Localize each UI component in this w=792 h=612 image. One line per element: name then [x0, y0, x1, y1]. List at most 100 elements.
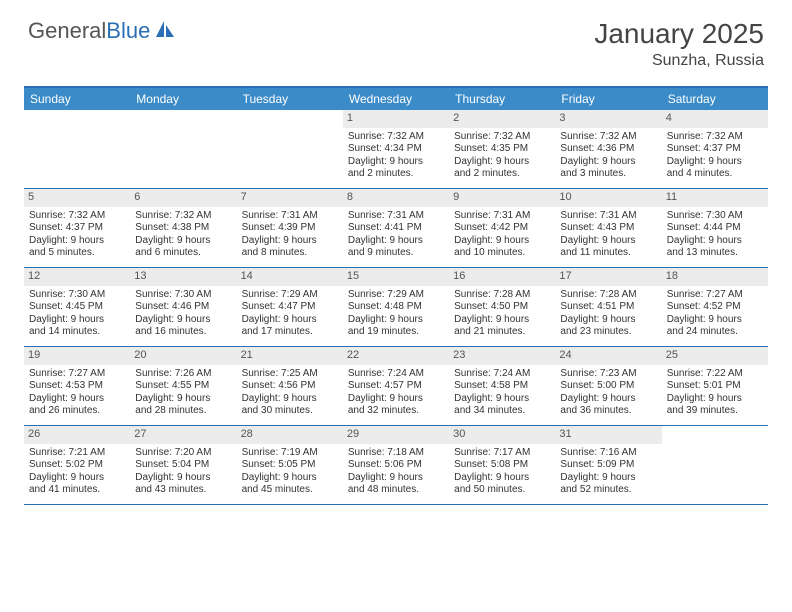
daylight-text: Daylight: 9 hours: [242, 235, 338, 248]
sunset-text: Sunset: 5:08 PM: [454, 459, 550, 472]
sunrise-text: Sunrise: 7:32 AM: [348, 131, 444, 144]
day-cell: 6Sunrise: 7:32 AMSunset: 4:38 PMDaylight…: [130, 189, 236, 267]
sunset-text: Sunset: 5:00 PM: [560, 380, 656, 393]
sunrise-text: Sunrise: 7:28 AM: [560, 289, 656, 302]
sunset-text: Sunset: 4:50 PM: [454, 301, 550, 314]
day-number: 11: [662, 189, 768, 207]
daylight-text: Daylight: 9 hours: [348, 235, 444, 248]
daylight-text: Daylight: 9 hours: [135, 393, 231, 406]
sunrise-text: Sunrise: 7:25 AM: [242, 368, 338, 381]
day-cell: 18 Sunrise: 7:27 AMSunset: 4:52 PMDayligh…: [662, 268, 768, 346]
daylight-text: Daylight: 9 hours: [242, 393, 338, 406]
daylight-text: Daylight: 9 hours: [667, 235, 763, 248]
day-cell: [24, 110, 130, 188]
day-cell: 8Sunrise: 7:31 AMSunset: 4:41 PMDaylight…: [343, 189, 449, 267]
title-block: January 2025 Sunzha, Russia: [594, 18, 764, 70]
sunrise-text: Sunrise: 7:29 AM: [348, 289, 444, 302]
day-cell: 3Sunrise: 7:32 AMSunset: 4:36 PMDaylight…: [555, 110, 661, 188]
day-cell: 27Sunrise: 7:20 AMSunset: 5:04 PMDayligh…: [130, 426, 236, 504]
day-header: Thursday: [449, 88, 555, 110]
sunrise-text: Sunrise: 7:22 AM: [667, 368, 763, 381]
sunset-text: Sunset: 4:44 PM: [667, 222, 763, 235]
daylight-text: and 34 minutes.: [454, 405, 550, 418]
sunset-text: Sunset: 4:45 PM: [29, 301, 125, 314]
daylight-text: Daylight: 9 hours: [667, 314, 763, 327]
day-number: 20: [130, 347, 236, 365]
sunrise-text: Sunrise: 7:21 AM: [29, 447, 125, 460]
sunrise-text: Sunrise: 7:31 AM: [454, 210, 550, 223]
sunrise-text: Sunrise: 7:18 AM: [348, 447, 444, 460]
day-cell: 5Sunrise: 7:32 AMSunset: 4:37 PMDaylight…: [24, 189, 130, 267]
daylight-text: and 16 minutes.: [135, 326, 231, 339]
daylight-text: Daylight: 9 hours: [454, 235, 550, 248]
daylight-text: and 14 minutes.: [29, 326, 125, 339]
daylight-text: and 36 minutes.: [560, 405, 656, 418]
day-number: 27: [130, 426, 236, 444]
sunset-text: Sunset: 4:39 PM: [242, 222, 338, 235]
day-cell: 13Sunrise: 7:30 AMSunset: 4:46 PMDayligh…: [130, 268, 236, 346]
day-cell: 2Sunrise: 7:32 AMSunset: 4:35 PMDaylight…: [449, 110, 555, 188]
daylight-text: Daylight: 9 hours: [560, 472, 656, 485]
sunrise-text: Sunrise: 7:24 AM: [454, 368, 550, 381]
sunset-text: Sunset: 4:57 PM: [348, 380, 444, 393]
calendar: Sunday Monday Tuesday Wednesday Thursday…: [24, 86, 768, 505]
week-row: 5Sunrise: 7:32 AMSunset: 4:37 PMDaylight…: [24, 189, 768, 268]
location: Sunzha, Russia: [594, 52, 764, 70]
daylight-text: Daylight: 9 hours: [454, 393, 550, 406]
sunset-text: Sunset: 4:42 PM: [454, 222, 550, 235]
day-cell: 19Sunrise: 7:27 AMSunset: 4:53 PMDayligh…: [24, 347, 130, 425]
day-cell: 9Sunrise: 7:31 AMSunset: 4:42 PMDaylight…: [449, 189, 555, 267]
day-cell: [662, 426, 768, 504]
day-header: Tuesday: [237, 88, 343, 110]
sunset-text: Sunset: 4:51 PM: [560, 301, 656, 314]
sunrise-text: Sunrise: 7:23 AM: [560, 368, 656, 381]
day-cell: 31Sunrise: 7:16 AMSunset: 5:09 PMDayligh…: [555, 426, 661, 504]
daylight-text: and 19 minutes.: [348, 326, 444, 339]
day-cell: 25Sunrise: 7:22 AMSunset: 5:01 PMDayligh…: [662, 347, 768, 425]
day-cell: 30Sunrise: 7:17 AMSunset: 5:08 PMDayligh…: [449, 426, 555, 504]
sunset-text: Sunset: 4:38 PM: [135, 222, 231, 235]
sunset-text: Sunset: 4:37 PM: [29, 222, 125, 235]
sunrise-text: Sunrise: 7:32 AM: [135, 210, 231, 223]
day-number: 8: [343, 189, 449, 207]
logo-word1: General: [28, 18, 106, 43]
sunset-text: Sunset: 4:58 PM: [454, 380, 550, 393]
day-number: [24, 110, 130, 114]
day-number: 18: [662, 268, 768, 286]
sunset-text: Sunset: 4:52 PM: [667, 301, 763, 314]
day-cell: 21Sunrise: 7:25 AMSunset: 4:56 PMDayligh…: [237, 347, 343, 425]
sunset-text: Sunset: 4:55 PM: [135, 380, 231, 393]
logo-text: GeneralBlue: [28, 18, 150, 44]
daylight-text: and 11 minutes.: [560, 247, 656, 260]
day-number: 21: [237, 347, 343, 365]
sunset-text: Sunset: 4:41 PM: [348, 222, 444, 235]
daylight-text: Daylight: 9 hours: [560, 314, 656, 327]
day-number: 12: [24, 268, 130, 286]
daylight-text: Daylight: 9 hours: [667, 393, 763, 406]
day-cell: 22Sunrise: 7:24 AMSunset: 4:57 PMDayligh…: [343, 347, 449, 425]
sunrise-text: Sunrise: 7:30 AM: [29, 289, 125, 302]
daylight-text: and 2 minutes.: [348, 168, 444, 181]
sunrise-text: Sunrise: 7:31 AM: [242, 210, 338, 223]
sunset-text: Sunset: 4:36 PM: [560, 143, 656, 156]
sunset-text: Sunset: 4:43 PM: [560, 222, 656, 235]
daylight-text: and 32 minutes.: [348, 405, 444, 418]
daylight-text: and 21 minutes.: [454, 326, 550, 339]
day-cell: 11Sunrise: 7:30 AMSunset: 4:44 PMDayligh…: [662, 189, 768, 267]
day-number: 24: [555, 347, 661, 365]
sunrise-text: Sunrise: 7:19 AM: [242, 447, 338, 460]
sunrise-text: Sunrise: 7:32 AM: [560, 131, 656, 144]
day-cell: 12Sunrise: 7:30 AMSunset: 4:45 PMDayligh…: [24, 268, 130, 346]
day-cell: [130, 110, 236, 188]
daylight-text: Daylight: 9 hours: [560, 156, 656, 169]
daylight-text: and 30 minutes.: [242, 405, 338, 418]
sunset-text: Sunset: 4:53 PM: [29, 380, 125, 393]
day-header: Wednesday: [343, 88, 449, 110]
day-number: 4: [662, 110, 768, 128]
sunrise-text: Sunrise: 7:27 AM: [667, 289, 763, 302]
sunrise-text: Sunrise: 7:31 AM: [560, 210, 656, 223]
daylight-text: Daylight: 9 hours: [454, 472, 550, 485]
daylight-text: and 45 minutes.: [242, 484, 338, 497]
daylight-text: and 3 minutes.: [560, 168, 656, 181]
day-cell: 17Sunrise: 7:28 AMSunset: 4:51 PMDayligh…: [555, 268, 661, 346]
